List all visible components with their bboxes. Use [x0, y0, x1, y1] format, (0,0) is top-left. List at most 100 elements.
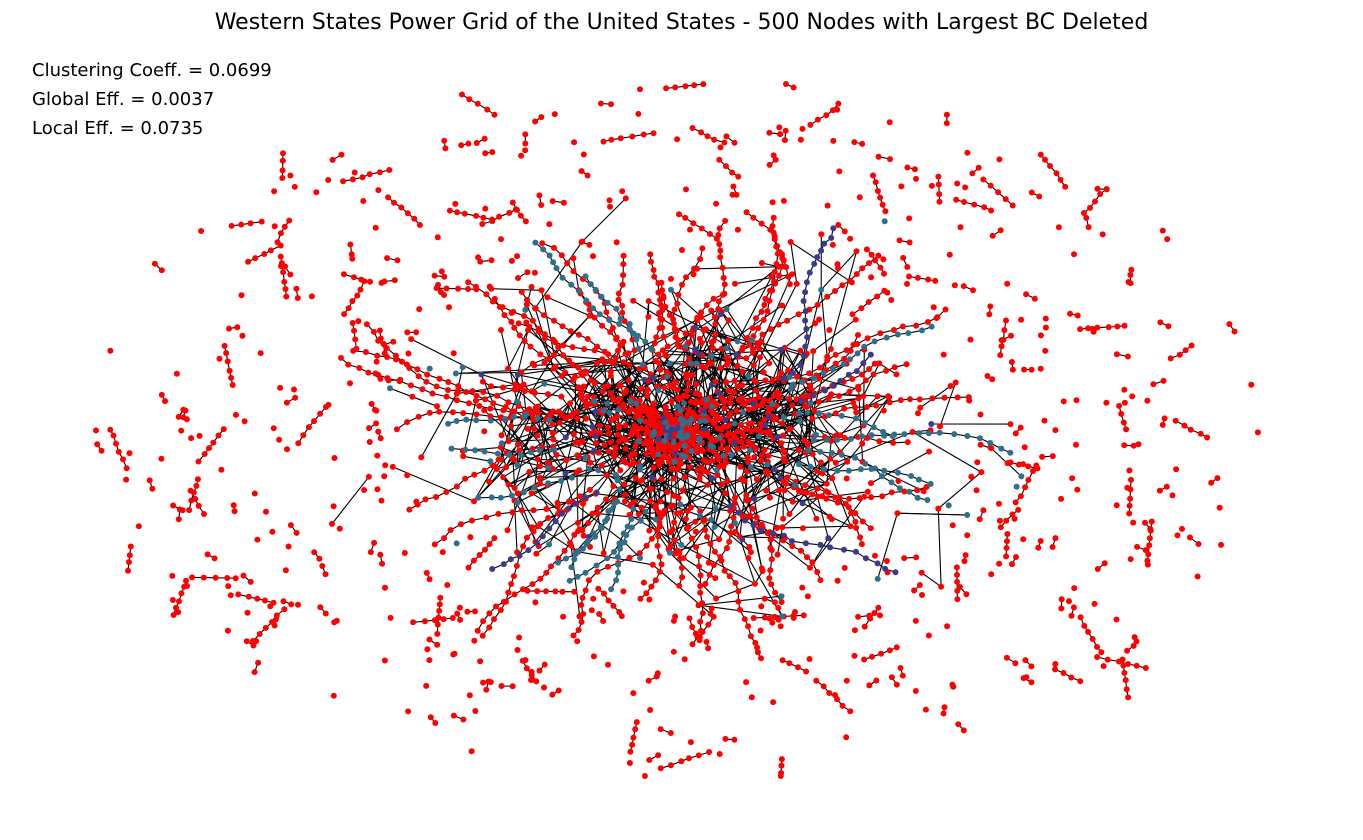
graph-node	[385, 377, 392, 384]
graph-node	[832, 459, 839, 466]
graph-node	[886, 647, 893, 654]
graph-node	[620, 588, 627, 595]
graph-node	[228, 374, 235, 381]
graph-node	[734, 446, 741, 452]
graph-node	[730, 514, 737, 521]
graph-edge	[539, 417, 551, 467]
graph-node	[595, 449, 602, 456]
graph-node	[1254, 429, 1261, 436]
graph-node	[704, 481, 711, 488]
graph-node	[527, 343, 534, 350]
graph-node	[809, 415, 816, 422]
graph-node	[697, 583, 704, 589]
graph-node	[689, 439, 696, 446]
graph-node	[570, 376, 577, 383]
graph-node	[836, 393, 843, 399]
graph-node	[877, 194, 884, 201]
graph-node	[648, 535, 655, 542]
graph-node	[868, 480, 874, 487]
graph-edge	[537, 458, 567, 461]
graph-node	[605, 597, 612, 604]
graph-node	[282, 286, 289, 292]
graph-node	[599, 356, 606, 363]
graph-node	[622, 459, 629, 466]
graph-node	[450, 712, 457, 719]
graph-node	[662, 404, 669, 411]
graph-node	[668, 465, 675, 472]
graph-node	[245, 258, 252, 265]
graph-node	[584, 393, 591, 400]
graph-node	[786, 511, 793, 517]
graph-edge	[534, 459, 539, 487]
graph-node	[605, 424, 612, 431]
graph-node	[529, 581, 536, 588]
graph-node	[731, 139, 738, 146]
graph-node	[679, 487, 686, 494]
graph-node	[1069, 475, 1076, 482]
graph-node	[758, 457, 765, 464]
graph-node	[1058, 495, 1065, 502]
graph-node	[245, 593, 252, 600]
graph-edge	[566, 457, 586, 461]
graph-node	[728, 523, 735, 530]
graph-node	[870, 371, 877, 378]
graph-node	[748, 428, 755, 435]
graph-node	[761, 396, 767, 403]
graph-node	[470, 557, 477, 564]
graph-node	[853, 524, 860, 531]
graph-node	[852, 518, 859, 525]
graph-node	[491, 535, 498, 542]
graph-node	[603, 309, 610, 316]
graph-node	[866, 260, 872, 267]
graph-node	[601, 441, 608, 448]
graph-node	[727, 399, 734, 406]
graph-node	[646, 527, 653, 534]
graph-node	[965, 394, 972, 401]
graph-node	[1028, 679, 1035, 686]
graph-node	[697, 256, 704, 263]
graph-node	[995, 189, 1002, 196]
graph-node	[622, 445, 629, 452]
graph-node	[1148, 518, 1155, 525]
graph-node	[789, 543, 796, 550]
graph-node	[227, 592, 234, 599]
graph-node	[878, 650, 884, 657]
graph-node	[486, 624, 493, 631]
graph-node	[1071, 251, 1077, 258]
graph-node	[759, 331, 766, 338]
graph-node	[731, 377, 738, 384]
graph-node	[1052, 427, 1059, 434]
graph-node	[745, 623, 752, 630]
graph-node	[686, 464, 693, 471]
graph-node	[183, 577, 189, 584]
graph-node	[1181, 422, 1188, 429]
graph-node	[366, 425, 373, 432]
graph-node	[765, 452, 772, 459]
graph-node	[693, 544, 700, 551]
graph-node	[714, 415, 721, 422]
graph-node	[524, 425, 531, 432]
graph-node	[841, 405, 848, 412]
graph-node	[587, 459, 594, 466]
graph-node	[606, 197, 613, 204]
graph-node	[1049, 544, 1056, 550]
graph-node	[721, 405, 728, 412]
graph-node	[558, 252, 565, 259]
graph-node	[340, 271, 347, 278]
graph-node	[466, 692, 473, 699]
graph-node	[689, 641, 696, 648]
graph-node	[1156, 487, 1163, 494]
graph-node	[650, 130, 657, 137]
graph-node	[671, 519, 678, 526]
graph-node	[622, 491, 629, 498]
graph-node	[597, 429, 603, 436]
graph-node	[482, 546, 488, 553]
graph-node	[834, 499, 841, 506]
graph-edge	[862, 363, 880, 397]
graph-edge	[780, 442, 817, 519]
graph-node	[786, 395, 793, 402]
graph-node	[551, 244, 557, 251]
graph-node	[717, 247, 724, 254]
graph-edge	[777, 527, 783, 555]
graph-node	[415, 413, 422, 420]
